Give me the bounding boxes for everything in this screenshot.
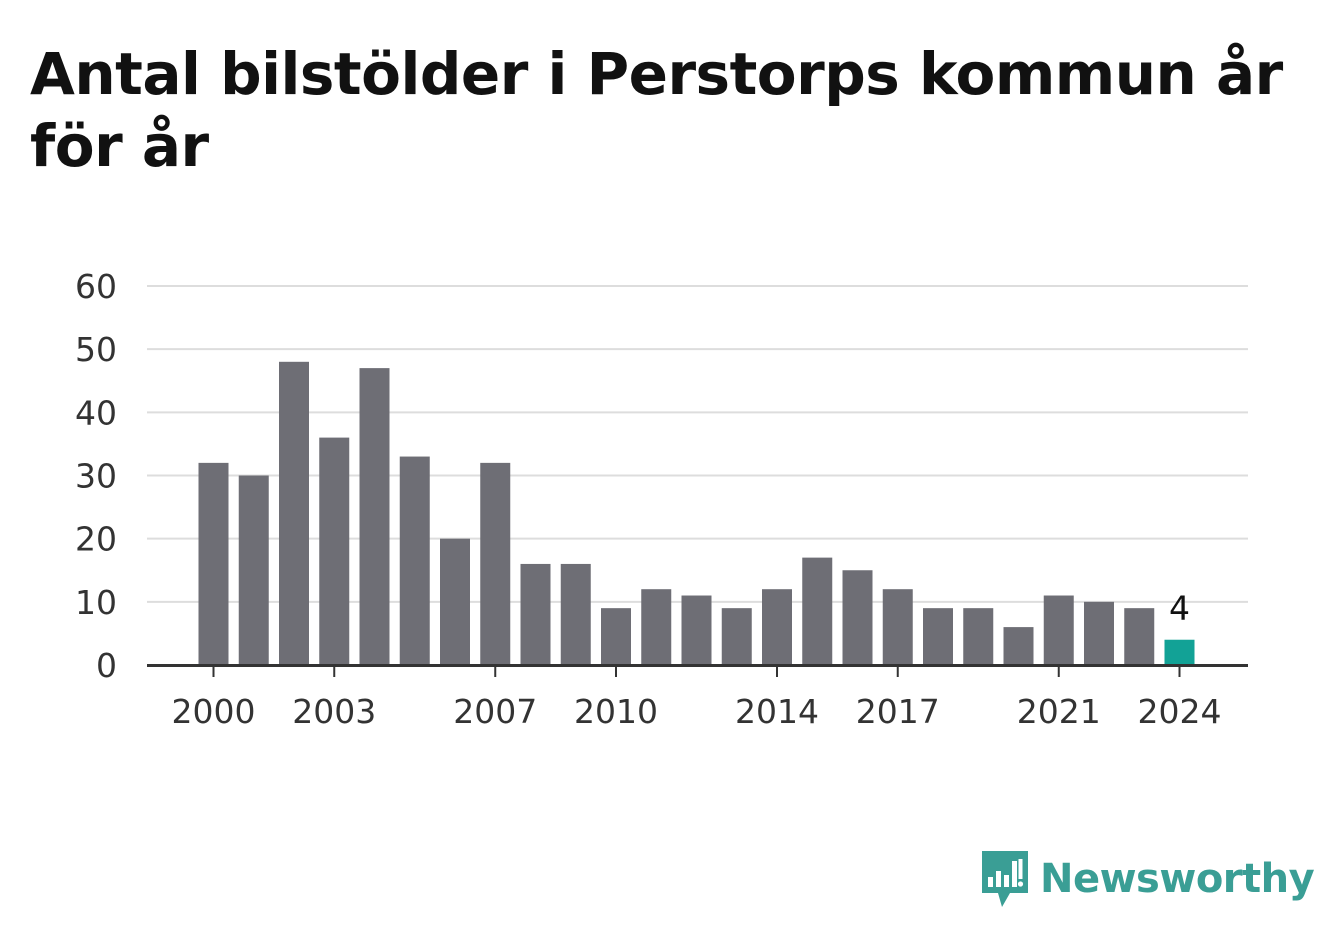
x-tick-label: 2003 [292, 692, 376, 731]
brand-logo: Newsworthy [980, 848, 1315, 910]
bar [560, 563, 591, 665]
bar [279, 361, 309, 665]
bar [520, 563, 551, 665]
newsworthy-logo-icon [982, 851, 1028, 907]
bar [601, 608, 631, 665]
gridlines [147, 285, 1248, 603]
x-tick-label: 2010 [574, 692, 658, 731]
bar [319, 437, 350, 665]
bar [842, 570, 873, 665]
x-tick-label: 2007 [453, 692, 537, 731]
bar [440, 538, 470, 665]
bar [238, 475, 269, 665]
y-tick-label: 0 [96, 646, 117, 685]
chart-title: Antal bilstölder i Perstorps kommun år f… [30, 40, 1283, 180]
bar [359, 368, 390, 665]
bar [762, 589, 792, 665]
y-tick-label: 60 [75, 267, 117, 306]
bar [198, 462, 229, 665]
bar [923, 608, 953, 665]
bar [1043, 595, 1074, 665]
x-tick-label: 2014 [735, 692, 819, 731]
bar [1003, 627, 1034, 665]
bar-highlight [1164, 639, 1195, 665]
bar [480, 462, 511, 665]
x-tick-label: 2021 [1017, 692, 1101, 731]
bar [1124, 608, 1155, 665]
bar [399, 456, 430, 665]
bar [963, 608, 994, 665]
y-tick-label: 40 [75, 393, 117, 432]
bar [802, 557, 833, 665]
y-tick-label: 10 [75, 583, 117, 622]
y-tick-label: 30 [75, 457, 117, 496]
x-tick-label: 2017 [856, 692, 940, 731]
brand-name: Newsworthy [1040, 856, 1315, 902]
data-label: 4 [1169, 589, 1190, 628]
y-tick-label: 50 [75, 330, 117, 369]
bar [641, 589, 672, 665]
y-tick-label: 20 [75, 520, 117, 559]
labels: 0 10 20 30 40 50 60 4 2000 2003 2007 2010 2014 2017 20… [75, 267, 1221, 731]
bars [198, 361, 1195, 665]
x-tick-label: 2000 [172, 692, 256, 731]
bar [721, 608, 752, 665]
bar [681, 595, 712, 665]
bar [1084, 601, 1114, 665]
x-tick-label: 2024 [1138, 692, 1222, 731]
bar [882, 589, 913, 665]
